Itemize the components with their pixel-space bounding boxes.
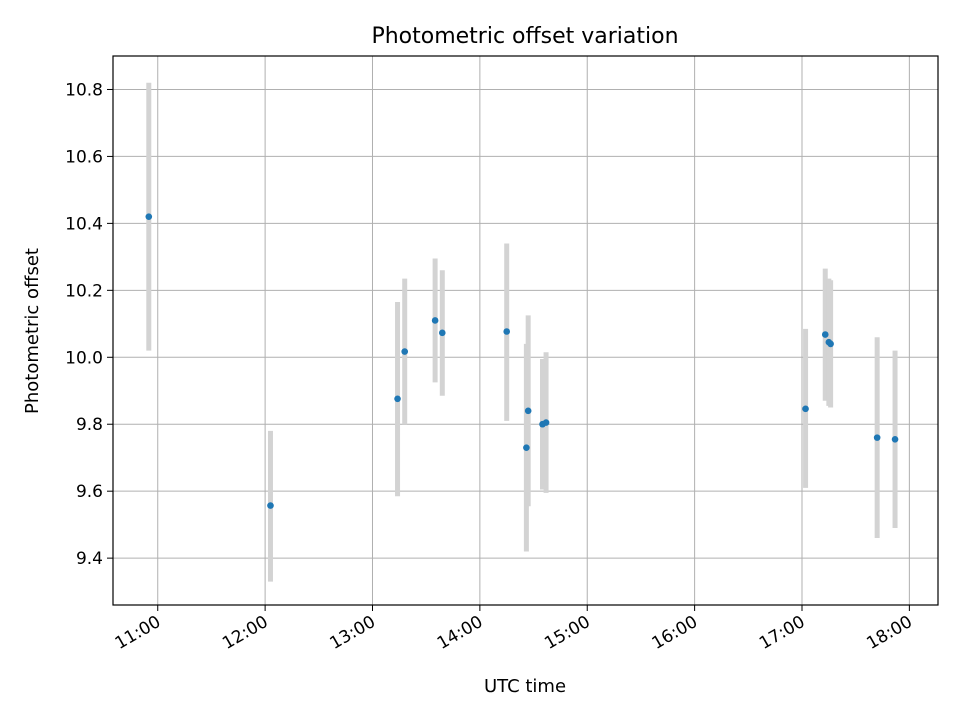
- y-tick-label: 10.6: [65, 147, 103, 167]
- y-tick-label: 9.6: [76, 482, 103, 502]
- y-tick-label: 9.8: [76, 415, 103, 435]
- data-point: [523, 444, 530, 451]
- y-tick-label: 10.0: [65, 348, 103, 368]
- data-point: [394, 395, 401, 403]
- data-point: [431, 317, 439, 324]
- y-tick-label: 10.2: [65, 281, 103, 301]
- x-axis-label: UTC time: [484, 676, 566, 697]
- data-point: [401, 348, 409, 355]
- axes-frame: [112, 55, 939, 606]
- data-point: [821, 331, 829, 338]
- plot-area: [112, 55, 939, 606]
- data-point: [542, 419, 550, 426]
- data-point: [827, 340, 834, 348]
- data-point: [145, 213, 153, 220]
- data-point: [438, 329, 446, 337]
- data-point: [267, 502, 274, 509]
- y-tick-label: 10.8: [65, 80, 103, 100]
- data-point: [891, 435, 899, 443]
- y-tick-label: 9.4: [76, 549, 103, 569]
- chart-title: Photometric offset variation: [371, 24, 678, 49]
- y-axis-ticks: 9.4 9.6 9.8 10.0 10.2 10.4 10.6 10.8: [65, 80, 113, 569]
- data-point: [503, 328, 511, 335]
- data-point: [802, 405, 809, 413]
- data-point: [873, 434, 881, 441]
- y-tick-label: 10.4: [65, 214, 103, 234]
- data-point: [524, 407, 532, 415]
- data-points: [145, 213, 899, 509]
- y-axis-label: Photometric offset: [22, 248, 43, 414]
